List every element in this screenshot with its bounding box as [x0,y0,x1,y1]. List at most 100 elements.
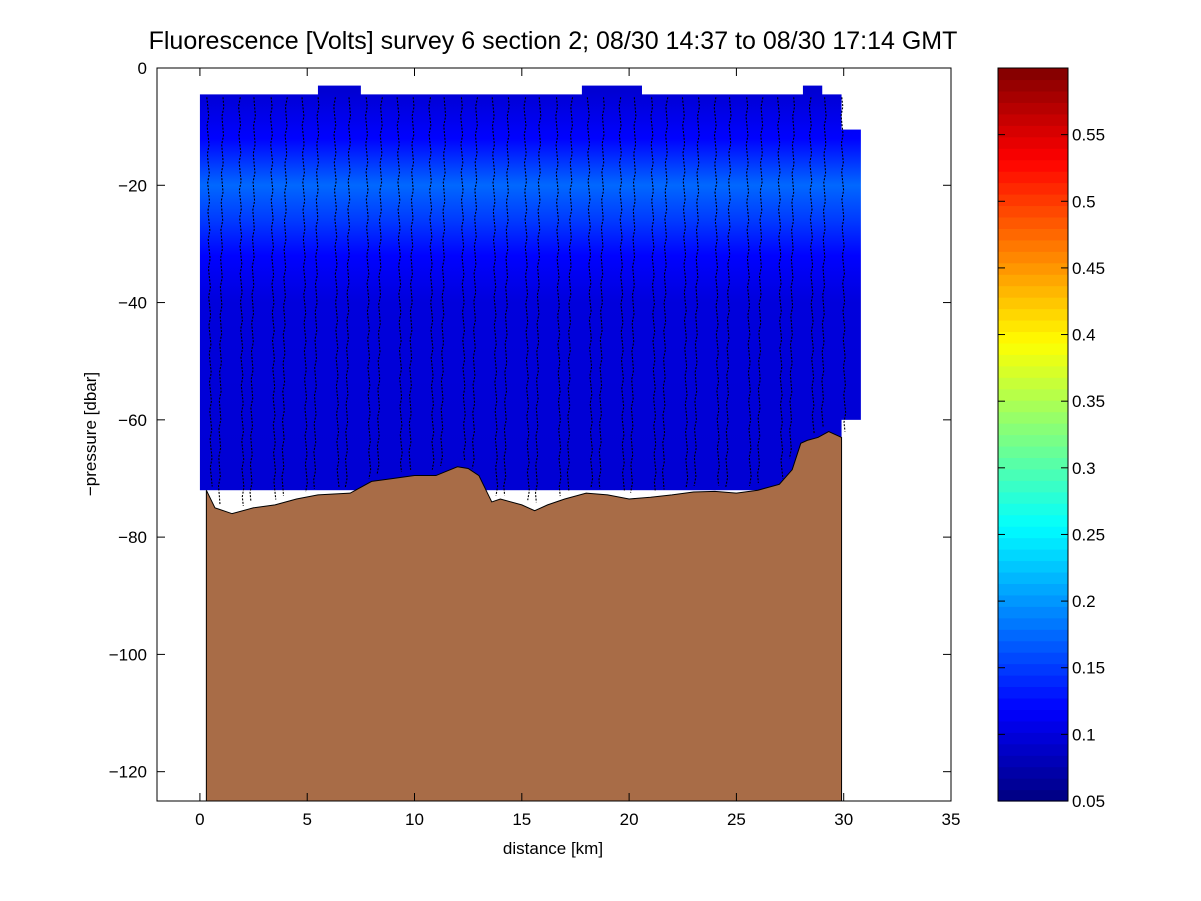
colorbar-band [998,193,1068,207]
colorbar-band [998,445,1068,459]
cast-profile [661,97,669,490]
cast-profile-line [471,97,479,469]
cast-profile [365,97,372,479]
cast-profile-line [217,97,225,505]
colorbar-band [998,503,1068,516]
cast-profile [630,97,637,493]
colorbar-band [998,68,1068,81]
colorbar-band [998,297,1068,310]
cast-profile [534,97,542,503]
cast-profile-line [269,97,277,500]
cast-profile-line [491,97,499,496]
cast-profile [598,97,605,489]
cast-profile [618,97,626,492]
cast-profile [428,97,435,470]
colorbar-band [998,205,1068,218]
cast-profile [788,97,796,459]
cast-profile [376,97,383,475]
cast-profile-line [238,97,245,506]
plot-area: 0 5 10 15 20 25 30 35 0 −20 −40 −60 −80 −100 −120 [109,59,961,829]
cast-profile [725,97,732,487]
colorbar-band [998,274,1068,287]
colorbar-band [998,720,1068,733]
cast-profile [396,97,403,473]
cast-profile [206,97,213,487]
cast-profile-line [808,97,815,434]
cast-profile [238,97,245,506]
colorbar-band [998,617,1068,630]
colorbar-band [998,434,1068,447]
cast-profile-line [396,97,403,473]
cast-profile-line [840,97,847,432]
cast-profile [555,97,562,497]
colorbar-tick-label: 0.35 [1072,392,1105,411]
colorbar-band [998,331,1068,344]
colorbar-band [998,251,1068,264]
field-patch [839,129,861,420]
cast-profile-line [650,97,657,492]
cast-profile-line [713,97,720,486]
field-patch [802,85,823,107]
cast-profile-line [523,97,530,501]
y-tick-label: 0 [138,59,147,78]
cast-profile-line [788,97,796,459]
y-tick-label: −20 [118,176,147,195]
colorbar-tick-label: 0.1 [1072,725,1096,744]
colorbar-tick-label: 0.55 [1072,126,1105,145]
x-tick-label: 30 [834,810,853,829]
cast-profile-line [777,97,784,479]
colorbar-band [998,537,1068,550]
colorbar-band [998,743,1068,756]
cast-profile [460,97,467,462]
cast-profile-line [598,97,605,489]
cast-profile-line [586,97,594,488]
colorbar-band [998,342,1068,355]
cast-profile-line [333,97,340,489]
colorbar-band [998,90,1068,103]
field-patch [581,85,642,107]
cast-profile [344,97,352,488]
cast-profile-line [408,97,415,470]
cast-profile-line [745,97,752,486]
cast-profile-line [428,97,435,470]
cast-profile-line [630,97,637,493]
x-axis: 0 5 10 15 20 25 30 35 [195,68,960,829]
y-tick-label: −100 [109,645,147,664]
colorbar-band [998,766,1068,779]
cast-profile-line [301,97,308,493]
cast-profile [777,97,784,479]
cast-profile-line [376,97,383,475]
cast-profile [471,97,479,469]
colorbar-band [998,319,1068,333]
x-tick-label: 15 [512,810,531,829]
cast-profile [313,97,320,490]
cast-profile [650,97,657,492]
cast-profile-line [566,97,574,492]
x-tick-label: 5 [302,810,311,829]
colorbar-band [998,79,1068,92]
chart-title: Fluorescence [Volts] survey 6 section 2;… [149,27,958,55]
colorbar-band [998,606,1068,619]
colorbar-band [998,549,1068,562]
colorbar-band [998,560,1068,573]
colorbar-band [998,709,1068,722]
colorbar-band [998,148,1068,161]
cast-profile [586,97,594,488]
colorbar-band [998,113,1068,126]
colorbar-band [998,755,1068,768]
colorbar-band [998,411,1068,424]
colorbar-band [998,262,1068,275]
colorbar-band [998,789,1068,802]
cast-profile-line [661,97,669,490]
cast-profile-line [693,97,700,487]
cast-profile [523,97,530,501]
seafloor [205,431,843,801]
colorbar-tick-label: 0.2 [1072,592,1096,611]
cast-profile [491,97,499,496]
colorbar-band [998,423,1068,436]
colorbar-band [998,778,1068,791]
y-tick-label: −80 [118,528,147,547]
colorbar-band [998,125,1068,138]
y-axis-label: −pressure [dbar] [81,372,100,496]
colorbar-band [998,159,1068,172]
